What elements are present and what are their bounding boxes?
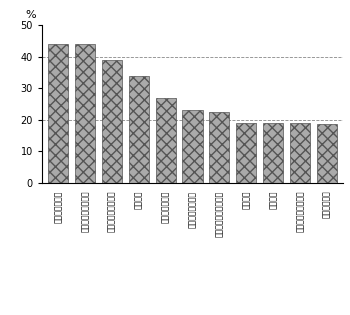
Bar xyxy=(263,123,283,183)
Text: 意思決定の自動化: 意思決定の自動化 xyxy=(188,191,197,227)
Bar xyxy=(75,44,95,183)
Text: 保守・サポートの強化: 保守・サポートの強化 xyxy=(215,191,224,237)
Bar xyxy=(290,123,310,183)
Text: %: % xyxy=(26,10,36,20)
Bar xyxy=(236,123,256,183)
Bar xyxy=(317,124,337,183)
Bar xyxy=(209,112,230,183)
Bar xyxy=(155,98,176,183)
Text: 内部統制強化: 内部統制強化 xyxy=(322,191,331,218)
Text: 製品開発: 製品開発 xyxy=(134,191,143,209)
Text: 性能モニタリング・: 性能モニタリング・ xyxy=(295,191,304,232)
Bar xyxy=(129,76,149,183)
Text: 会計業務の強化: 会計業務の強化 xyxy=(161,191,170,223)
Text: 事業戦略の策定: 事業戦略の策定 xyxy=(54,191,63,223)
Bar xyxy=(102,60,122,183)
Text: 異常検知: 異常検知 xyxy=(269,191,278,209)
Bar xyxy=(182,110,203,183)
Text: 基礎研究: 基礎研究 xyxy=(242,191,251,209)
Text: 販売促進・顧客獲得: 販売促進・顧客獲得 xyxy=(107,191,116,232)
Text: 顧客サービスの向上: 顧客サービスの向上 xyxy=(80,191,90,232)
Bar xyxy=(48,44,68,183)
